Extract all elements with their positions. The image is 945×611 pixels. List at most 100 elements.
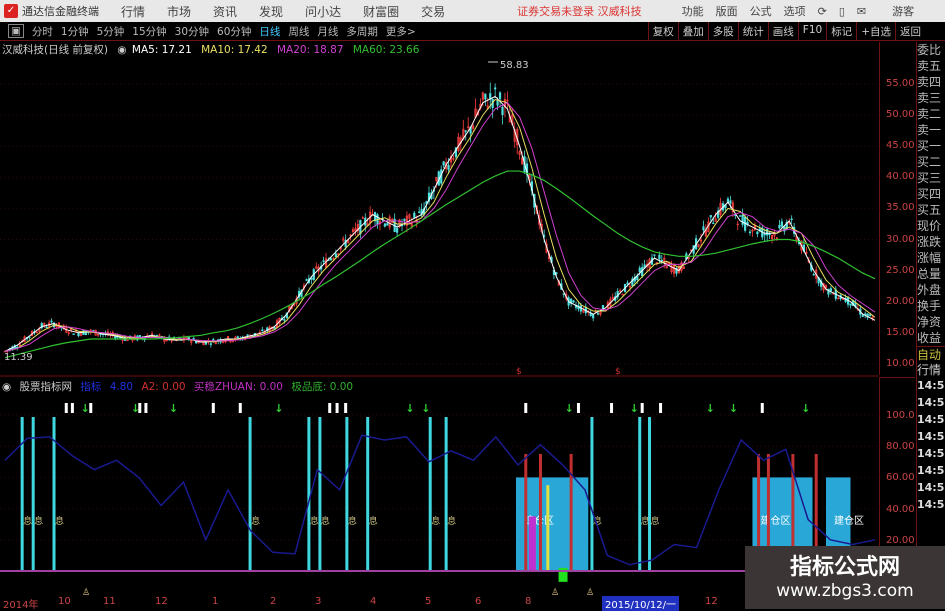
menu-formula[interactable]: 公式 [749, 5, 772, 18]
phone-icon[interactable]: ▯ [838, 4, 845, 18]
indicator-v1-value: 4.80 [109, 381, 134, 393]
kline-chart[interactable]: 58.8311.39建仓区 建仓区 建仓区息息息息息息息息息息息息息↓ ↓ ↓ ↓ ↓ ↓ ↓ ↓… [0, 0, 879, 609]
quote-label: 收益 [917, 331, 942, 345]
menu-options[interactable]: 选项 [783, 5, 806, 18]
candle-body [621, 293, 624, 296]
price-tick: 50.00 [886, 109, 915, 121]
menu-exchange[interactable]: 市场 [167, 4, 192, 19]
period-tab[interactable]: 15分钟 [132, 25, 167, 38]
period-tab[interactable]: 30分钟 [174, 25, 210, 38]
indicator-tick: 40.00 [886, 503, 915, 515]
candle-body [663, 257, 666, 263]
signal-bar [366, 417, 370, 571]
period-tab[interactable]: 1分钟 [60, 25, 89, 38]
panel-toggle-icon[interactable]: ▣ [8, 24, 24, 38]
indicator-name[interactable]: 股票指标网 [19, 381, 73, 393]
red-stick [538, 454, 542, 571]
ma60-value: MA60: 23.66 [352, 44, 420, 56]
period-tab[interactable]: 多周期 [346, 25, 378, 38]
signal-label: 息 [651, 515, 660, 527]
overlay-button[interactable]: 叠加 [677, 22, 708, 40]
refresh-icon[interactable]: ⟳ [817, 4, 827, 18]
down-arrow-icon: ↓ [706, 402, 715, 415]
signal-bar [307, 417, 311, 571]
ma10-value: MA10: 17.42 [201, 44, 268, 56]
signal-label: 息 [447, 515, 456, 527]
chart-info-line: 汉威科技(日线 前复权) ◉ MA5: 17.21 MA10: 17.42 MA… [2, 42, 425, 57]
menu-layout[interactable]: 版面 [715, 5, 738, 18]
menu-market[interactable]: 行情 [121, 4, 146, 19]
menu-news[interactable]: 资讯 [213, 4, 238, 19]
period-tab[interactable]: 月线 [317, 25, 339, 38]
candle-body [481, 92, 484, 100]
candle-body [729, 200, 732, 204]
period-tab[interactable]: 60分钟 [217, 25, 252, 38]
candle-body [805, 252, 808, 254]
menu-function[interactable]: 功能 [681, 5, 704, 18]
candle-body [726, 198, 730, 204]
candle-body [498, 92, 502, 100]
candle-body [28, 336, 31, 338]
back-button[interactable]: 返回 [895, 22, 925, 40]
user-label[interactable]: 游客 [892, 5, 915, 18]
candle-body [447, 164, 450, 170]
restore-rights-button[interactable]: 复权 [647, 22, 678, 40]
candle-body [520, 157, 524, 165]
signal-bar [52, 417, 56, 571]
settings-circle-icon[interactable]: ◉ [117, 44, 127, 56]
price-tick: 35.00 [886, 202, 915, 214]
quote-label: 净资 [917, 315, 942, 329]
candle-body [736, 223, 739, 226]
signal-bar [20, 417, 24, 571]
menu-discover[interactable]: 发现 [259, 4, 284, 19]
signal-bar [248, 417, 252, 571]
period-tab[interactable]: 分时 [31, 25, 53, 38]
candle-body [812, 274, 815, 276]
menu-trade[interactable]: 交易 [421, 4, 446, 19]
red-stick [757, 454, 761, 571]
stats-button[interactable]: 统计 [737, 22, 768, 40]
candle-body [800, 240, 803, 251]
candle-body [790, 218, 793, 221]
message-icon[interactable]: ✉ [856, 4, 867, 18]
add-watchlist-button[interactable]: +自选 [856, 22, 895, 40]
login-warning[interactable]: 证券交易未登录 汉威科技 [517, 5, 642, 18]
period-toolbar: ▣ 分时 1分钟 5分钟 15分钟 30分钟 60分钟 日线 周线 月线 多周期… [0, 22, 945, 41]
down-arrow-icon: ↓ [421, 402, 430, 415]
period-tab[interactable]: 5分钟 [96, 25, 125, 38]
draw-line-button[interactable]: 画线 [767, 22, 798, 40]
white-tick-mark [328, 403, 332, 413]
menu-ask[interactable]: 问小达 [305, 4, 342, 19]
date-label: 3 [315, 596, 322, 607]
signal-bar [31, 417, 35, 571]
quote-label: 涨幅 [917, 251, 942, 265]
quote-label: 买五 [917, 203, 942, 217]
f10-button[interactable]: F10 [797, 22, 826, 40]
mark-button[interactable]: 标记 [826, 22, 856, 40]
candle-body [582, 309, 585, 313]
menu-wealth[interactable]: 财富圈 [363, 4, 400, 19]
ma5-value: MA5: 17.21 [131, 44, 192, 56]
multi-stock-button[interactable]: 多股 [707, 22, 738, 40]
candle-body [351, 229, 355, 232]
candle-body [332, 258, 335, 260]
candle-body [84, 330, 87, 336]
candle-body [467, 126, 470, 128]
red-stick [791, 454, 795, 571]
candle-body [731, 202, 734, 213]
signal-label: 息 [348, 515, 357, 527]
quote-label: 行情 [917, 363, 942, 377]
candle-body [40, 323, 43, 329]
candle-body [79, 333, 83, 336]
candle-body [356, 224, 360, 232]
period-tab-more[interactable]: 更多> [385, 25, 416, 38]
candle-body [518, 151, 521, 155]
period-tab-daily[interactable]: 日线 [259, 25, 281, 38]
white-tick-mark [344, 403, 348, 413]
signal-bar [590, 417, 594, 571]
period-tab[interactable]: 周线 [288, 25, 310, 38]
candle-body [494, 87, 497, 90]
ma10-line [4, 98, 876, 352]
indicator-settings-icon[interactable]: ◉ [2, 381, 12, 393]
red-stick [766, 454, 770, 571]
